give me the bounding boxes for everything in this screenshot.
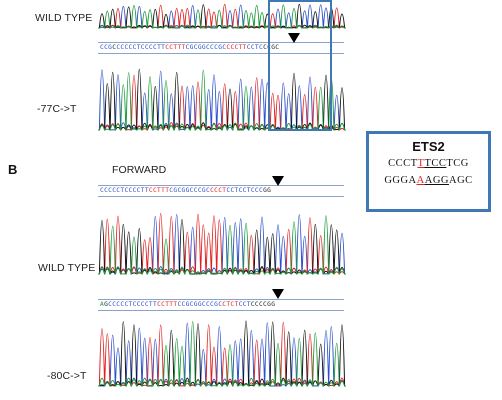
sequence-rule-top-lower (98, 53, 344, 54)
sequence-segment: G (104, 301, 109, 308)
panel-b-letter: B (8, 162, 18, 177)
wild-type-top-chromatogram (98, 3, 346, 29)
mutation-arrow-forward (272, 176, 284, 186)
sequence-segment: CCCCCTCCCCTT (100, 187, 149, 194)
sequence-rule-forward (98, 185, 344, 186)
sequence-rule-mut80 (98, 299, 344, 300)
ets2-title: ETS2 (412, 139, 445, 154)
sequence-segment: CGCGGCCCGC (185, 44, 227, 51)
ets2-fwd-prefix: CCCT (388, 158, 418, 169)
trace-channel (98, 321, 346, 387)
mut80-chromatogram (98, 320, 346, 387)
sequence-segment: A (100, 301, 105, 308)
ets2-callout: ETS2 CCCTTTCCTCG GGGAAAGGAGC (366, 131, 491, 212)
sequence-segment: CCCT (210, 187, 227, 194)
ets2-rev-suffix: AGC (449, 175, 473, 186)
sequence-segment: CCT (238, 301, 251, 308)
sequence-segment: C (116, 44, 121, 51)
sequence-segment: CCT (226, 187, 239, 194)
wild-type-b-chromatogram (98, 213, 346, 275)
sequence-mut80: AGCCCCCTCCCCTTCCTTTCCGCGGCCCGCCTCTCCTCCC… (100, 301, 344, 308)
mutation-arrow-top (288, 33, 300, 43)
trace-channel (98, 321, 346, 387)
sequence-segment: CCTTT (148, 187, 170, 194)
sequence-segment: CCCCTCCCCTT (120, 44, 166, 51)
ets2-rev-prefix: GGGA (384, 175, 417, 186)
sequence-segment: CCTC (246, 44, 264, 51)
sequence-segment: GG (263, 187, 272, 194)
trace-channel (98, 75, 346, 131)
ets2-rev-core: AGG (424, 175, 449, 186)
wild-type-top-label: WILD TYPE (35, 12, 93, 24)
mutation-highlight-box (268, 0, 332, 131)
sequence-segment: CCG (100, 44, 113, 51)
sequence-segment: CCGC (263, 44, 280, 51)
sequence-segment: CCCCGG (250, 301, 276, 308)
ets2-rev-mutated-base: A (416, 175, 425, 186)
ets2-sequence-reverse: GGGAAAGGAGC (369, 175, 488, 186)
sequence-segment: CCGCGGCCCGC (177, 301, 223, 308)
sequence-rule-top (98, 42, 344, 43)
sequence-segment: CCTCCC (238, 187, 264, 194)
sequence-segment: CCCCCTCCCCTT (108, 301, 158, 308)
ets2-fwd-mutated-base: T (417, 158, 425, 169)
ets2-sequence-forward: CCCTTTCCTCG (369, 158, 488, 169)
sequence-top: CCGCCCCCCTCCCCTTCCTTTCGCGGCCCGCCCCTTCCTC… (100, 44, 344, 51)
forward-label: FORWARD (112, 164, 167, 176)
sequence-segment: CCTTT (165, 44, 186, 51)
sequence-rule-mut80-lower (98, 310, 344, 311)
ets2-fwd-suffix: TCG (446, 158, 469, 169)
trace-channel (98, 70, 346, 131)
sequence-segment: CTCT (222, 301, 239, 308)
mut77-label: -77C->T (37, 103, 77, 115)
sequence-segment: CGCGGCCCGC (169, 187, 211, 194)
mut80-label: -80C->T (47, 370, 87, 382)
mutation-arrow-mut80 (272, 289, 284, 299)
ets2-fwd-core: TCC (424, 158, 447, 169)
sequence-segment: CCTTT (157, 301, 178, 308)
trace-channel (98, 4, 346, 29)
trace-channel (98, 320, 346, 387)
wild-type-b-label: WILD TYPE (38, 262, 96, 274)
trace-channel (98, 215, 346, 275)
sequence-segment: C (112, 44, 117, 51)
sequence-rule-forward-lower (98, 196, 344, 197)
sequence-forward: CCCCCTCCCCTTCCTTTCGCGGCCCGCCCCTCCTCCTCCC… (100, 187, 344, 194)
sequence-segment: CCCTT (226, 44, 247, 51)
